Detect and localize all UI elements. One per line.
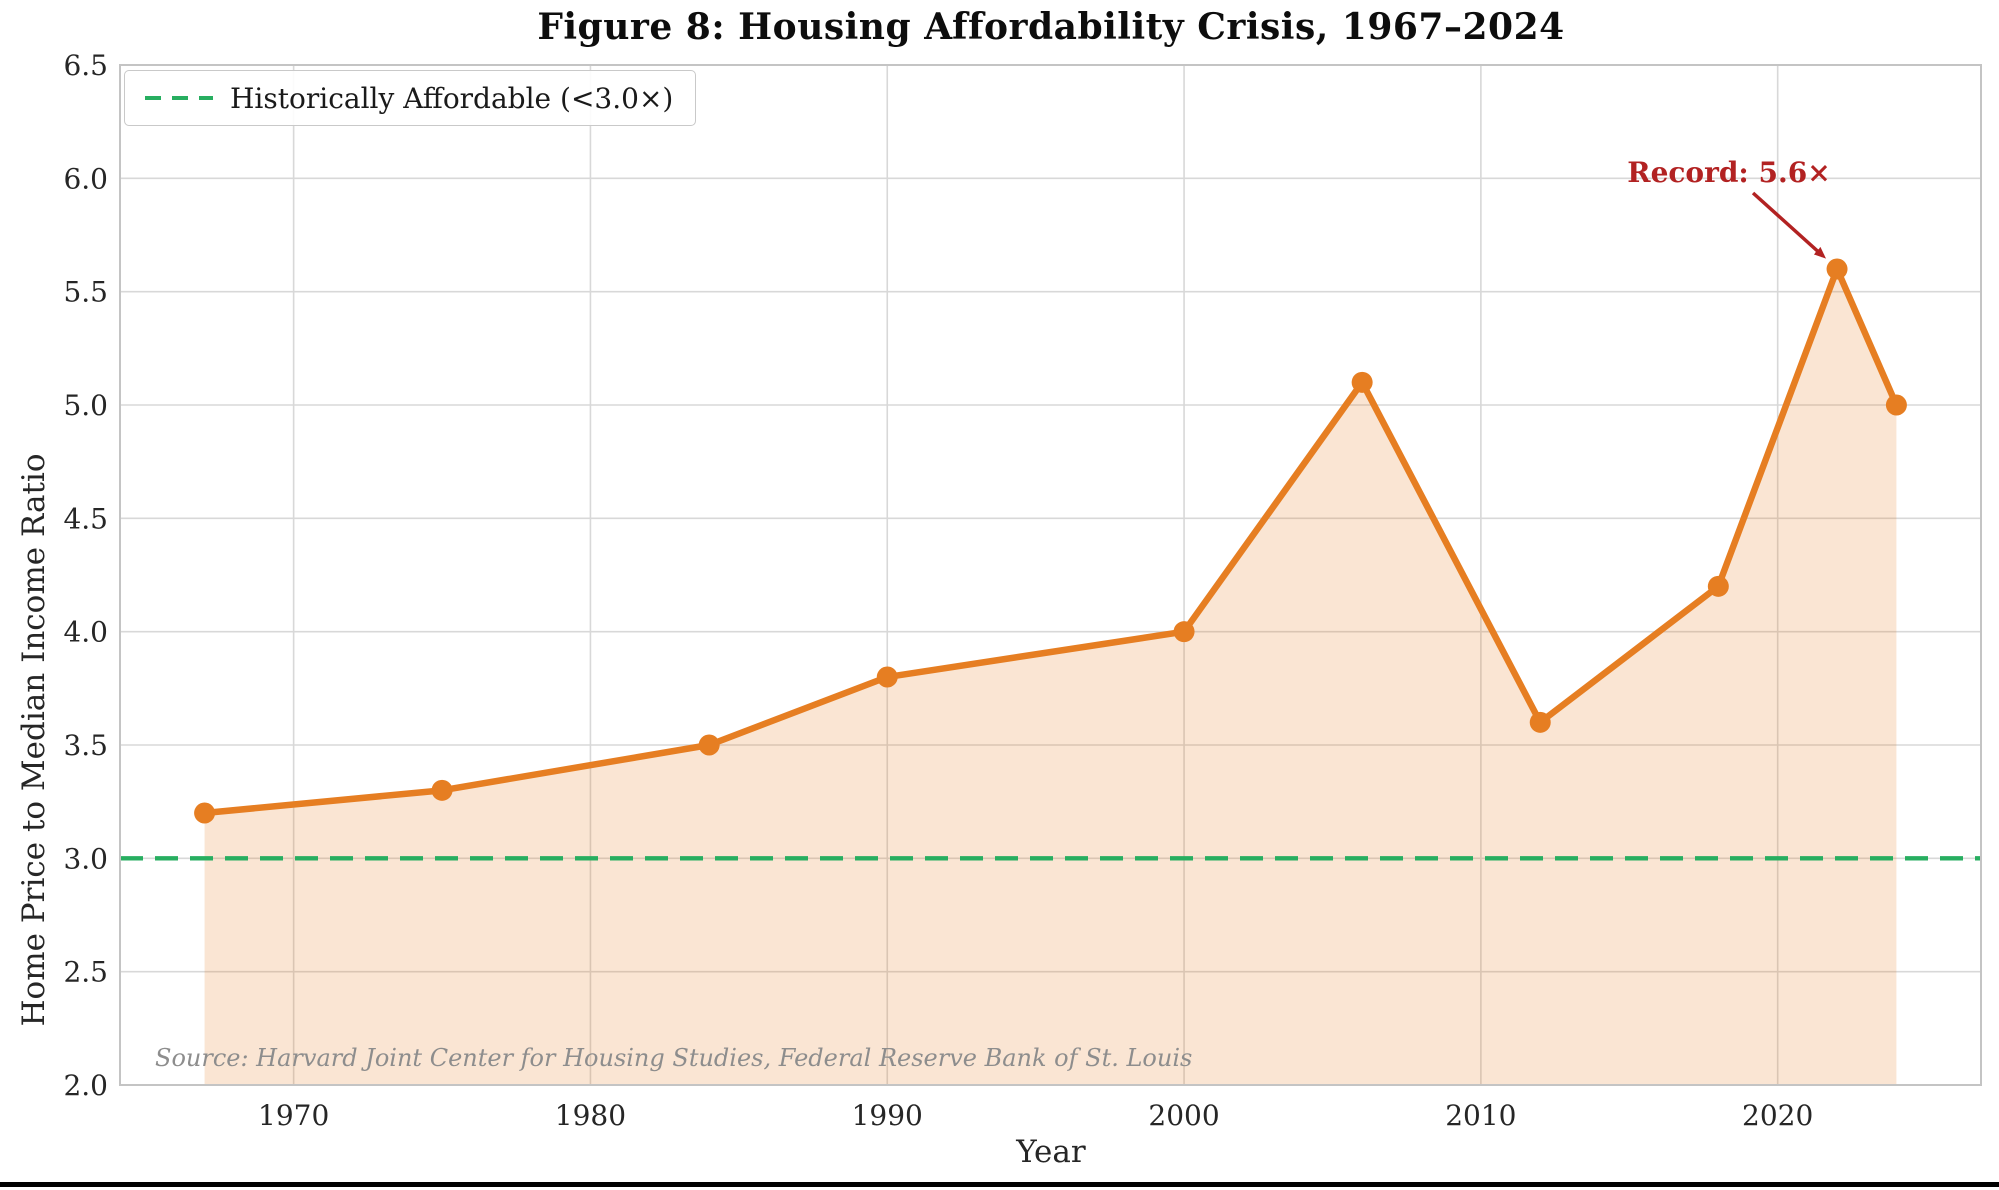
x-tick-label: 1970: [258, 1099, 329, 1132]
y-tick-label: 3.5: [63, 729, 108, 762]
y-tick-label: 5.5: [63, 276, 108, 309]
data-point-1984: [698, 734, 720, 756]
data-point-2018: [1707, 575, 1729, 597]
x-tick-label: 2020: [1742, 1099, 1813, 1132]
data-point-1975: [431, 779, 453, 801]
y-tick-label: 2.0: [63, 1069, 108, 1102]
data-point-2024: [1885, 394, 1907, 416]
axes-frame: [119, 64, 1982, 1086]
y-tick-label: 4.0: [63, 616, 108, 649]
data-point-1967: [194, 802, 216, 824]
x-axis-label: Year: [1016, 1134, 1086, 1170]
data-point-2000: [1173, 621, 1195, 643]
x-tick-label: 2000: [1148, 1099, 1219, 1132]
data-point-2022: [1826, 258, 1848, 280]
x-tick-label: 1980: [555, 1099, 626, 1132]
y-axis-label: Home Price to Median Income Ratio: [16, 453, 52, 1027]
x-tick-label: 2010: [1445, 1099, 1516, 1132]
data-point-2006: [1351, 371, 1373, 393]
y-tick-label: 6.5: [63, 49, 108, 82]
y-tick-label: 6.0: [63, 162, 108, 195]
chart-title: Figure 8: Housing Affordability Crisis, …: [537, 6, 1565, 48]
x-tick-label: 1990: [852, 1099, 923, 1132]
source-note: Source: Harvard Joint Center for Housing…: [155, 1044, 1193, 1072]
y-tick-label: 3.0: [63, 842, 108, 875]
y-tick-label: 2.5: [63, 956, 108, 989]
record-annotation-arrow: [1751, 191, 1827, 259]
y-tick-label: 4.5: [63, 502, 108, 535]
legend-label: Historically Affordable (<3.0×): [230, 81, 674, 115]
area-fill: [204, 269, 1897, 1085]
legend: Historically Affordable (<3.0×): [124, 70, 697, 126]
ratio-line: [201, 265, 1900, 817]
dashed-threshold-line-sample: [145, 95, 213, 101]
bottom-border-bar: [0, 1182, 1999, 1187]
record-annotation: Record: 5.6×: [1627, 156, 1831, 189]
y-tick-label: 5.0: [63, 389, 108, 422]
data-point-1990: [876, 666, 898, 688]
data-point-2012: [1529, 711, 1551, 733]
